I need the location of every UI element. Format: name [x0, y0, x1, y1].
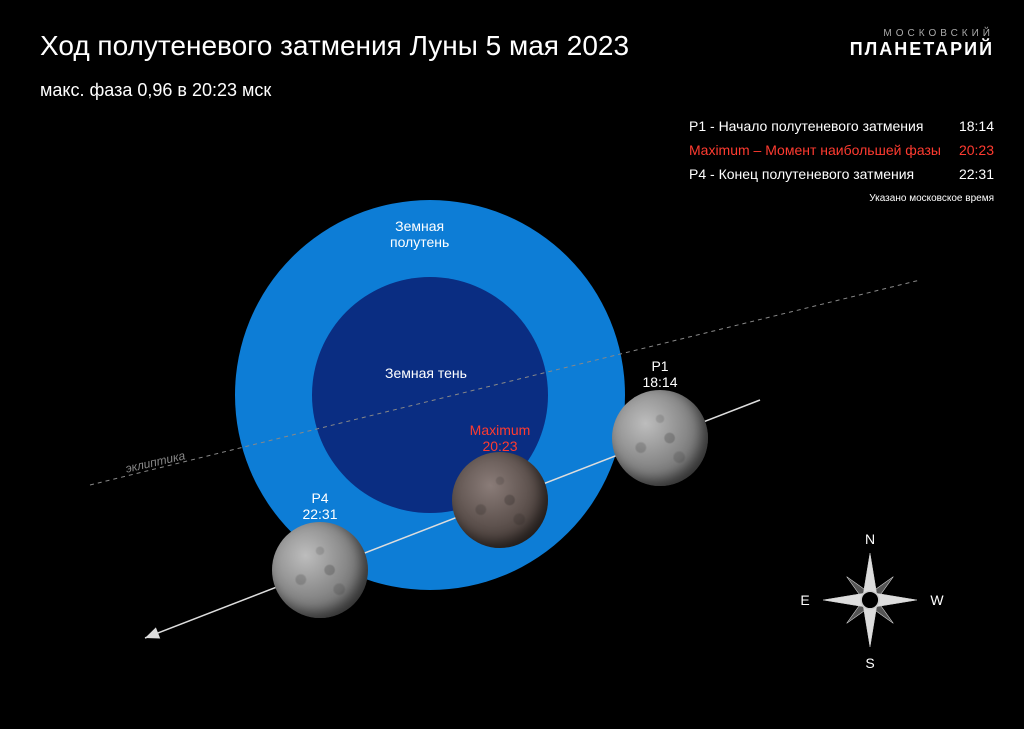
moon-p4 [272, 522, 368, 618]
umbra-label: Земная тень [385, 365, 467, 381]
penumbra-circle [235, 200, 625, 590]
legend-time: 22:31 [959, 163, 994, 187]
logo-line1: МОСКОВСКИЙ [850, 28, 994, 39]
legend-row: P1 - Начало полутеневого затмения 18:14 [689, 115, 994, 139]
legend-time: 18:14 [959, 115, 994, 139]
compass-e: E [800, 592, 809, 608]
compass-w: W [930, 592, 943, 608]
legend-text: Maximum – Момент наибольшей фазы [689, 139, 941, 163]
legend: P1 - Начало полутеневого затмения18:14Ma… [689, 115, 994, 207]
page-subtitle: макс. фаза 0,96 в 20:23 мск [40, 80, 271, 101]
moon-p1 [612, 390, 708, 486]
legend-time: 20:23 [959, 139, 994, 163]
eclipse-diagram: Земная полутень Земная тень P1 18:14 Maxi… [0, 0, 1024, 729]
compass-s: S [865, 655, 874, 671]
compass-rose: NSEW [815, 545, 925, 655]
page-title: Ход полутеневого затмения Луны 5 мая 202… [40, 30, 629, 62]
path-lines [0, 0, 1024, 729]
logo: МОСКОВСКИЙ ПЛАНЕТАРИЙ [850, 28, 994, 60]
moon-label-p1: P1 18:14 [625, 358, 695, 390]
ecliptic-label: эклиптика [124, 448, 186, 475]
moon-label-p4: P4 22:31 [285, 490, 355, 522]
logo-line2: ПЛАНЕТАРИЙ [850, 39, 994, 60]
umbra-circle [312, 277, 548, 513]
penumbra-label: Земная полутень [390, 218, 449, 250]
legend-note: Указано московское время [689, 190, 994, 207]
legend-text: P4 - Конец полутеневого затмения [689, 163, 914, 187]
legend-text: P1 - Начало полутеневого затмения [689, 115, 923, 139]
legend-row: Maximum – Момент наибольшей фазы 20:23 [689, 139, 994, 163]
moon-max [452, 452, 548, 548]
legend-row: P4 - Конец полутеневого затмения 22:31 [689, 163, 994, 187]
moon-label-max: Maximum 20:23 [465, 422, 535, 454]
compass-n: N [865, 531, 875, 547]
